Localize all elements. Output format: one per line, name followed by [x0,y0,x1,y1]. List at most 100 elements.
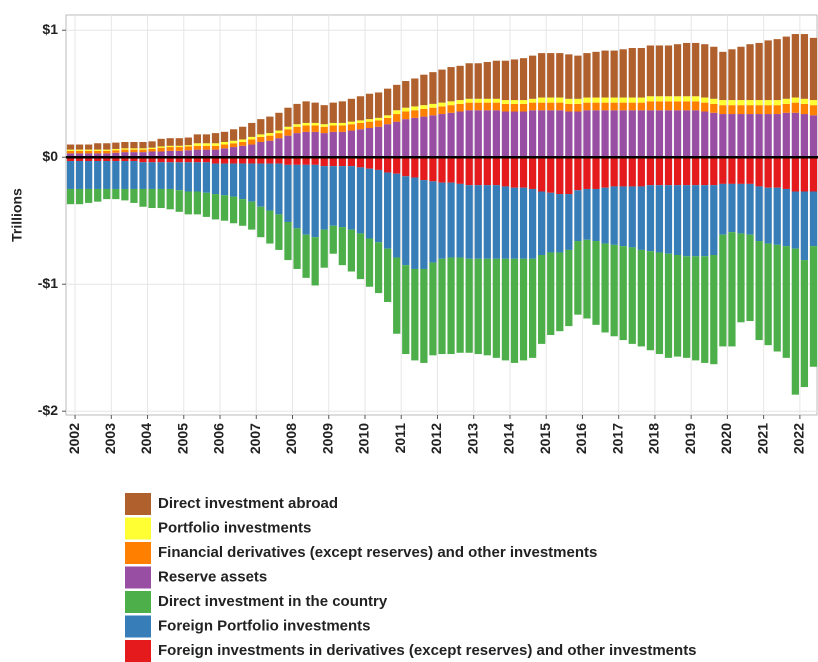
bar-segment [311,237,319,286]
bar-segment [510,103,519,112]
bar-segment [565,111,573,158]
bar-segment [664,253,673,358]
y-tick-label: $0 [42,148,58,164]
bar-segment [302,122,310,126]
x-tick-label: 2020 [718,423,734,454]
bar-segment [193,134,201,144]
bar-segment [438,258,446,355]
bar-segment [465,157,473,186]
bar-segment [710,255,718,365]
bar-segment [492,157,500,186]
bar-segment [637,48,645,98]
bar-segment [338,166,346,228]
bar-segment [719,183,727,235]
bar-segment [320,229,328,268]
bar-segment [501,60,510,101]
bar-segment [438,106,446,115]
bar-segment [384,124,392,158]
bar-segment [764,100,772,106]
bar-segment [501,258,510,361]
legend-label: Foreign investments in derivatives (exce… [158,642,697,659]
bar-segment [538,191,546,255]
bar-segment [538,255,546,344]
bar-segment [248,157,256,164]
bar-segment [402,107,410,112]
legend-label: Direct investment abroad [158,495,338,512]
x-tick-label: 2010 [356,423,372,454]
bar-segment [565,54,573,99]
bar-segment [456,100,464,104]
bar-segment [637,249,645,347]
bar-segment [773,244,781,352]
bar-segment [293,103,301,125]
bar-segment [619,97,627,103]
bar-segment [384,157,392,173]
bar-segment [556,252,564,332]
bar-segment [374,169,383,243]
bar-segment [809,191,818,247]
bar-segment [510,187,519,259]
bar-segment [519,258,528,361]
bar-segment [755,105,763,115]
legend-swatch [125,566,151,589]
bar-segment [75,144,84,150]
bar-segment [284,129,292,136]
bar-segment [157,188,165,209]
bar-segment [112,188,120,200]
bar-segment [719,114,727,158]
bar-segment [800,103,809,115]
bar-segment [365,157,374,169]
bar-segment [229,163,238,197]
bar-segment [311,157,319,165]
bar-segment [166,145,174,148]
bar-segment [809,37,818,101]
bar-segment [94,143,102,150]
bar-segment [103,188,111,200]
bar-segment [655,96,664,102]
bar-segment [411,157,419,178]
bar-segment [393,114,401,122]
bar-segment [166,150,174,158]
bar-segment [746,183,754,235]
bar-segment [130,161,138,189]
bar-segment [220,141,229,145]
bar-segment [737,157,745,184]
bar-segment [791,191,799,249]
bar-segment [66,188,75,205]
bar-segment [565,249,573,327]
bar-segment [139,152,147,158]
bar-segment [384,117,392,125]
legend-label: Foreign Portfolio investments [158,617,371,634]
bar-segment [338,101,346,123]
bar-segment [583,53,591,98]
bar-segment [664,45,673,97]
bar-segment [257,157,265,164]
bar-segment [610,102,618,111]
bar-segment [456,65,464,101]
bar-segment [673,157,682,186]
bar-segment [356,96,365,121]
bar-segment [601,102,609,111]
bar-segment [148,151,156,158]
bar-segment [646,185,655,252]
bar-segment [519,100,528,104]
bar-segment [248,139,256,145]
bar-segment [402,157,410,177]
bar-segment [139,162,147,189]
bar-segment [710,185,718,255]
bar-segment [374,242,383,294]
bar-segment [85,188,93,203]
bar-segment [66,144,75,150]
bar-segment [673,96,682,102]
bar-segment [719,234,727,347]
bar-segment [166,138,174,146]
bar-segment [519,157,528,188]
bar-segment [728,114,736,158]
bar-segment [692,256,700,361]
legend-swatch [125,640,151,662]
bar-segment [782,98,790,104]
bar-segment [701,157,709,186]
x-tick-label: 2022 [791,423,807,454]
bar-segment [664,157,673,186]
